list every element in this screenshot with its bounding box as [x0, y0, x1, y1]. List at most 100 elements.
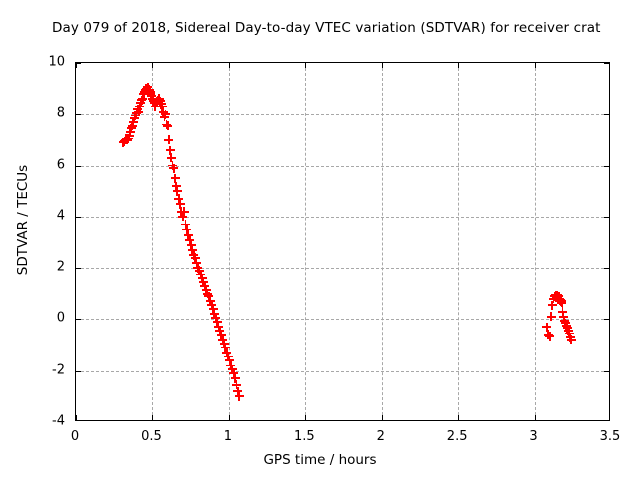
data-point-marker	[179, 207, 189, 217]
data-point-marker	[123, 134, 133, 144]
data-point-marker	[197, 273, 207, 283]
x-tick-mark-top	[534, 63, 536, 68]
data-point-marker	[136, 98, 146, 108]
y-tick-label: -4	[52, 413, 65, 429]
y-tick-label: 10	[48, 54, 65, 70]
gridline-horizontal	[76, 319, 609, 321]
x-tick-label: 3.5	[599, 429, 621, 444]
y-tick-mark	[76, 114, 81, 116]
y-tick-mark-right	[604, 165, 609, 167]
data-point-marker	[215, 326, 225, 336]
data-point-marker	[157, 102, 167, 112]
data-point-marker	[562, 323, 572, 333]
x-tick-label: 1.5	[293, 429, 315, 444]
data-point-marker	[156, 99, 166, 109]
data-point-marker	[176, 207, 186, 217]
y-tick-label: 6	[56, 157, 65, 173]
data-point-marker	[175, 199, 185, 209]
data-point-marker	[118, 137, 128, 147]
data-point-marker	[141, 85, 151, 95]
data-point-marker	[122, 135, 132, 145]
data-point-marker	[120, 136, 130, 146]
data-point-marker	[185, 235, 195, 245]
data-point-marker	[545, 331, 555, 341]
x-tick-label: 3	[529, 429, 538, 444]
x-tick-mark	[305, 415, 307, 420]
x-tick-mark	[76, 415, 77, 420]
data-point-marker	[226, 361, 236, 371]
x-tick-mark-top	[76, 63, 77, 68]
data-point-marker	[196, 270, 206, 280]
data-point-marker	[232, 380, 241, 390]
x-tick-mark-top	[458, 63, 460, 68]
data-point-marker	[555, 295, 565, 305]
plot-area	[75, 62, 610, 421]
gridline-horizontal	[76, 165, 609, 167]
data-point-marker	[170, 173, 180, 183]
data-point-marker	[554, 291, 564, 301]
x-tick-label: 2	[376, 429, 385, 444]
data-point-marker	[234, 391, 244, 401]
data-point-marker	[171, 181, 181, 191]
data-point-marker	[551, 293, 561, 303]
data-point-marker	[125, 127, 135, 137]
data-point-marker	[143, 82, 153, 92]
y-tick-mark	[76, 370, 81, 372]
x-tick-mark	[152, 415, 154, 420]
gridline-vertical	[305, 63, 307, 420]
data-point-marker	[146, 89, 156, 99]
gridline-vertical	[381, 63, 383, 420]
data-point-marker	[556, 296, 566, 306]
y-tick-label: 0	[56, 310, 65, 326]
y-tick-label: 2	[56, 259, 65, 275]
data-point-marker	[172, 186, 182, 196]
data-point-marker	[128, 117, 138, 127]
data-point-marker	[205, 296, 215, 306]
y-tick-mark	[76, 268, 81, 270]
gridline-vertical	[228, 63, 230, 420]
gridline-vertical	[152, 63, 154, 420]
y-tick-mark-right	[604, 370, 609, 372]
data-point-marker	[174, 194, 184, 204]
data-point-marker	[192, 258, 202, 268]
data-point-marker	[155, 96, 165, 106]
gridline-horizontal	[76, 216, 609, 218]
y-axis-label: SDTVAR / TECUs	[15, 164, 31, 276]
gridline-horizontal	[76, 268, 609, 270]
data-point-marker	[166, 153, 176, 163]
gridline-vertical	[534, 63, 536, 420]
x-tick-mark	[534, 415, 536, 420]
data-point-marker	[141, 84, 151, 94]
y-tick-mark-right	[604, 216, 609, 218]
x-axis-label: GPS time / hours	[263, 452, 377, 468]
y-tick-label: 4	[56, 208, 65, 224]
data-point-marker	[561, 321, 571, 331]
gridline-horizontal	[76, 370, 609, 372]
data-point-marker	[133, 104, 143, 114]
data-point-marker	[214, 322, 224, 332]
y-tick-label: -2	[52, 362, 65, 378]
chart-title: Day 079 of 2018, Sidereal Day-to-day VTE…	[52, 20, 601, 36]
data-point-marker	[181, 220, 191, 230]
data-point-marker	[211, 313, 221, 323]
data-point-marker	[201, 285, 211, 295]
data-point-marker	[163, 121, 173, 131]
data-point-marker	[200, 281, 210, 291]
data-point-marker	[125, 131, 134, 141]
data-point-marker	[564, 329, 574, 339]
data-point-marker	[551, 290, 560, 300]
y-tick-mark	[76, 63, 81, 64]
data-point-marker	[165, 145, 175, 155]
y-tick-mark	[76, 319, 81, 321]
data-point-marker	[554, 294, 564, 304]
x-tick-mark-top	[152, 63, 154, 68]
data-point-marker	[557, 298, 567, 308]
data-point-marker	[190, 253, 200, 263]
y-tick-mark-right	[604, 114, 609, 116]
data-point-marker	[153, 95, 163, 105]
data-point-marker	[186, 240, 196, 250]
x-tick-label: 2.5	[446, 429, 468, 444]
data-point-marker	[132, 108, 142, 118]
y-tick-label: 8	[56, 105, 65, 121]
x-tick-label: 1	[223, 429, 232, 444]
